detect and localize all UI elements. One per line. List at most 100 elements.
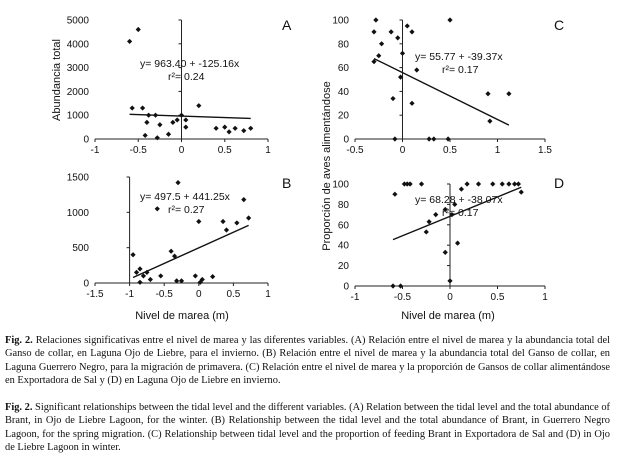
x-tick-label: -1 — [351, 292, 360, 303]
data-point — [152, 112, 159, 118]
trendline-c — [373, 57, 510, 126]
caption-en-text: Significant relationships between the ti… — [5, 402, 610, 454]
data-point — [398, 74, 404, 80]
panel-b-chart: -1.5 -1 -0.5 0 0.5 1 0 500 1000 1500 y= 497.5 + 44… — [67, 173, 292, 323]
data-point — [515, 181, 521, 187]
data-point — [154, 135, 160, 141]
panel-letter: B — [282, 175, 291, 191]
data-point — [373, 17, 379, 23]
data-point — [390, 283, 396, 289]
y-tick-label: 40 — [338, 241, 350, 252]
data-point — [223, 227, 230, 233]
x-tick-label: -1 — [91, 145, 100, 156]
data-point — [241, 128, 247, 134]
y-tick-label: 80 — [338, 39, 350, 50]
data-point — [407, 181, 413, 187]
data-point — [398, 283, 404, 289]
y-tick-label: 0 — [343, 282, 349, 293]
data-point — [241, 197, 247, 203]
data-point — [392, 136, 398, 142]
regression-equation: y= 55.77 + -39.37x — [415, 51, 503, 63]
data-point — [445, 136, 451, 142]
y-tick-label: 60 — [338, 63, 350, 74]
y-tick-label: 3000 — [67, 63, 90, 74]
data-point — [178, 112, 185, 118]
data-point — [183, 124, 189, 130]
y-tick-label: 100 — [332, 16, 349, 27]
y-tick-label: 20 — [338, 111, 350, 122]
data-point — [431, 136, 437, 142]
data-point — [133, 269, 140, 275]
x-tick-label: 0 — [447, 292, 453, 303]
data-point — [144, 119, 150, 125]
caption-en-label: Fig. 2. — [5, 402, 33, 413]
caption-es-label: Fig. 2. — [5, 335, 33, 346]
panel-letter: C — [554, 17, 564, 33]
data-point — [458, 186, 464, 192]
data-point — [158, 273, 164, 279]
x-axis-title: Nivel de marea (m) — [135, 310, 229, 322]
data-point — [506, 91, 512, 97]
data-point — [390, 95, 396, 102]
data-point — [426, 136, 432, 142]
data-point — [512, 181, 518, 187]
data-point — [475, 181, 482, 187]
x-tick-label: 0.5 — [443, 145, 457, 156]
x-tick-label: -1.5 — [86, 289, 104, 300]
data-point — [142, 132, 148, 139]
data-point — [137, 266, 143, 272]
x-tick-label: 1 — [495, 145, 501, 156]
data-point — [248, 125, 254, 131]
data-point — [232, 125, 238, 131]
y-tick-label: 60 — [338, 220, 350, 231]
data-point — [409, 29, 415, 35]
panel-letter: D — [554, 175, 564, 191]
data-point — [388, 29, 394, 35]
data-point — [401, 181, 407, 187]
caption-english: Fig. 2. Significant relationships betwee… — [5, 401, 610, 455]
data-point — [196, 218, 202, 225]
data-point — [433, 212, 439, 218]
regression-equation: y= 963.40 + -125.16x — [140, 58, 240, 70]
data-point — [139, 105, 146, 111]
y-tick-label: 0 — [83, 279, 89, 290]
data-point — [178, 278, 185, 284]
data-point — [376, 53, 382, 59]
data-point — [447, 17, 453, 23]
r-squared-label: r²= 0.27 — [168, 204, 205, 216]
x-axis-title: Nivel de marea (m) — [401, 310, 495, 322]
regression-equation: y= 497.5 + 441.25x — [140, 191, 231, 203]
data-point — [183, 117, 189, 123]
data-point — [399, 50, 406, 56]
data-point — [447, 278, 453, 284]
trendline-d — [392, 186, 522, 241]
data-point — [395, 35, 401, 41]
y-tick-label: 5000 — [67, 16, 90, 27]
data-point — [518, 189, 524, 195]
y-tick-label: 1500 — [67, 173, 90, 184]
data-point — [455, 240, 461, 246]
x-tick-label: 0 — [179, 145, 185, 156]
y-tick-label: 80 — [338, 200, 350, 211]
x-tick-label: -0.5 — [130, 145, 148, 156]
r-squared-label: r²= 0.24 — [168, 71, 205, 83]
trendline-b — [132, 224, 249, 279]
x-tick-label: 0.5 — [491, 292, 505, 303]
x-tick-label: 1 — [265, 289, 271, 300]
caption-spanish: Fig. 2. Relaciones significativas entre … — [5, 334, 610, 388]
data-point — [452, 201, 458, 207]
data-point — [442, 206, 448, 213]
x-tick-label: 1.5 — [538, 145, 552, 156]
data-point — [174, 117, 180, 123]
data-point — [196, 103, 202, 109]
data-point — [226, 129, 232, 135]
data-point — [379, 41, 385, 47]
data-point — [490, 181, 496, 187]
data-point — [127, 38, 133, 45]
data-point — [418, 181, 425, 187]
y-tick-label: 1000 — [67, 111, 90, 122]
data-point — [165, 131, 172, 137]
data-point — [485, 91, 491, 97]
data-point — [171, 253, 178, 259]
